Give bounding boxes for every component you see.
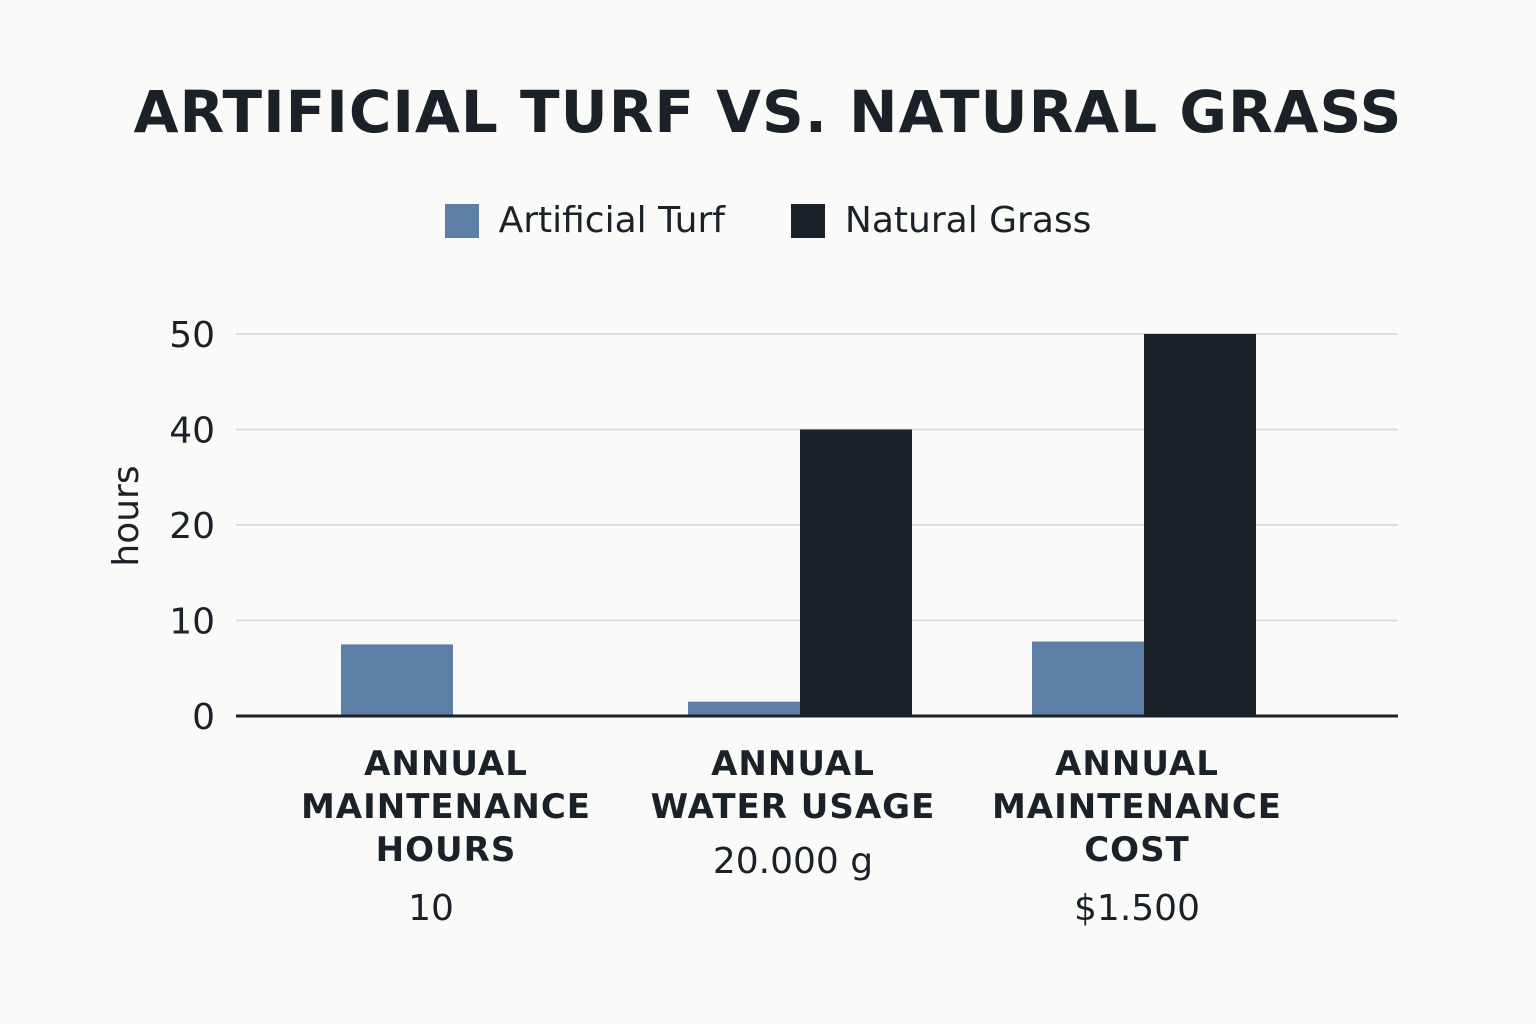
- legend-label-natural-grass: Natural Grass: [844, 200, 1092, 241]
- legend-swatch-artificial-turf: [444, 203, 479, 238]
- x-category-label: COST: [1084, 830, 1190, 870]
- x-category-label: ANNUAL: [711, 744, 875, 784]
- bar-artificial-turf: [1032, 641, 1144, 716]
- y-tick-label: 50: [169, 315, 215, 356]
- y-tick-label: 40: [169, 411, 215, 452]
- bar-artificial-turf: [688, 701, 800, 716]
- bar-artificial-turf: [341, 644, 453, 716]
- y-tick-label: 20: [169, 506, 215, 547]
- bar-natural-grass: [800, 429, 912, 716]
- legend-item-natural-grass: Natural Grass: [790, 200, 1092, 241]
- legend: Artificial Turf Natural Grass: [0, 200, 1536, 241]
- x-category-label: ANNUAL: [1055, 744, 1219, 784]
- x-category-sublabel: 20.000 g: [713, 841, 873, 882]
- y-axis-label: hours: [106, 465, 147, 566]
- legend-item-artificial-turf: Artificial Turf: [444, 200, 725, 241]
- x-category-label: ANNUAL: [364, 744, 528, 784]
- legend-swatch-natural-grass: [790, 203, 825, 238]
- x-category-sublabel: 10: [408, 888, 454, 929]
- x-category-label: MAINTENANCE: [992, 787, 1282, 827]
- x-category-label: WATER USAGE: [651, 787, 936, 827]
- y-tick-label: 0: [192, 697, 215, 738]
- x-category-label: HOURS: [376, 830, 517, 870]
- chart-title: ARTIFICIAL TURF VS. NATURAL GRASS: [133, 78, 1403, 146]
- legend-label-artificial-turf: Artificial Turf: [498, 200, 725, 241]
- x-category-sublabel: $1.500: [1074, 888, 1200, 929]
- bar-natural-grass: [1144, 334, 1256, 716]
- y-tick-label: 10: [169, 602, 215, 643]
- x-category-label: MAINTENANCE: [301, 787, 591, 827]
